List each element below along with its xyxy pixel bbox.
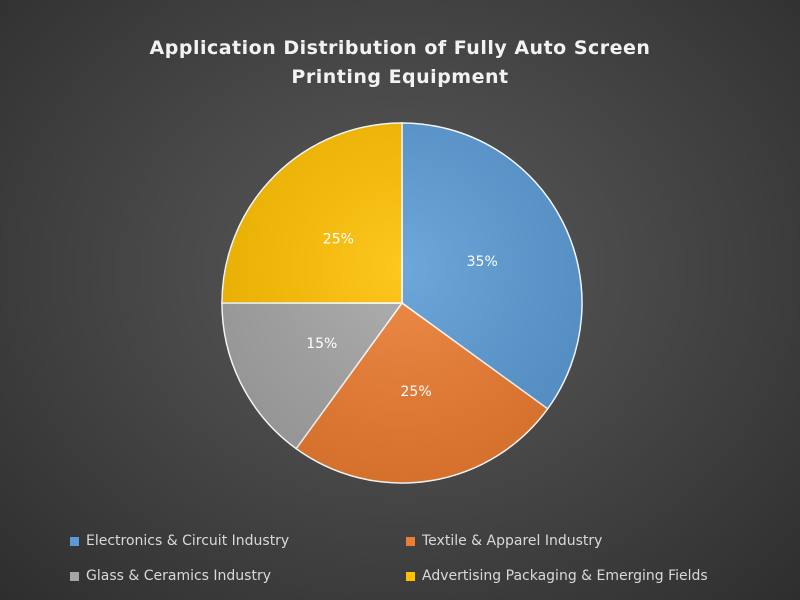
legend-label-advertising: Advertising Packaging & Emerging Fields bbox=[422, 568, 708, 584]
legend-swatch-textile bbox=[406, 536, 415, 546]
chart-title-line-2: Printing Equipment bbox=[291, 66, 509, 88]
pie-data-labels: 35% 25% 15% 25% bbox=[306, 231, 498, 400]
legend-item-electronics: Electronics & Circuit Industry bbox=[70, 533, 289, 549]
data-label-glass: 15% bbox=[306, 336, 337, 352]
pie-slices bbox=[221, 122, 583, 484]
legend-item-advertising: Advertising Packaging & Emerging Fields bbox=[406, 568, 708, 584]
legend-swatch-advertising bbox=[406, 571, 415, 581]
legend-label-electronics: Electronics & Circuit Industry bbox=[86, 533, 290, 549]
legend-swatch-glass bbox=[70, 571, 79, 581]
legend-item-glass: Glass & Ceramics Industry bbox=[70, 568, 271, 584]
data-label-electronics: 35% bbox=[467, 254, 498, 270]
legend-item-textile: Textile & Apparel Industry bbox=[406, 533, 602, 549]
chart-title-line-1: Application Distribution of Fully Auto S… bbox=[149, 37, 651, 59]
data-label-advertising: 25% bbox=[323, 231, 354, 247]
legend-swatch-electronics bbox=[70, 536, 79, 546]
pie-slice-advertising bbox=[221, 122, 403, 304]
legend-label-textile: Textile & Apparel Industry bbox=[422, 533, 603, 549]
legend-label-glass: Glass & Ceramics Industry bbox=[86, 568, 272, 584]
data-label-textile: 25% bbox=[401, 384, 432, 400]
chart-title: Application Distribution of Fully Auto S… bbox=[0, 34, 800, 92]
